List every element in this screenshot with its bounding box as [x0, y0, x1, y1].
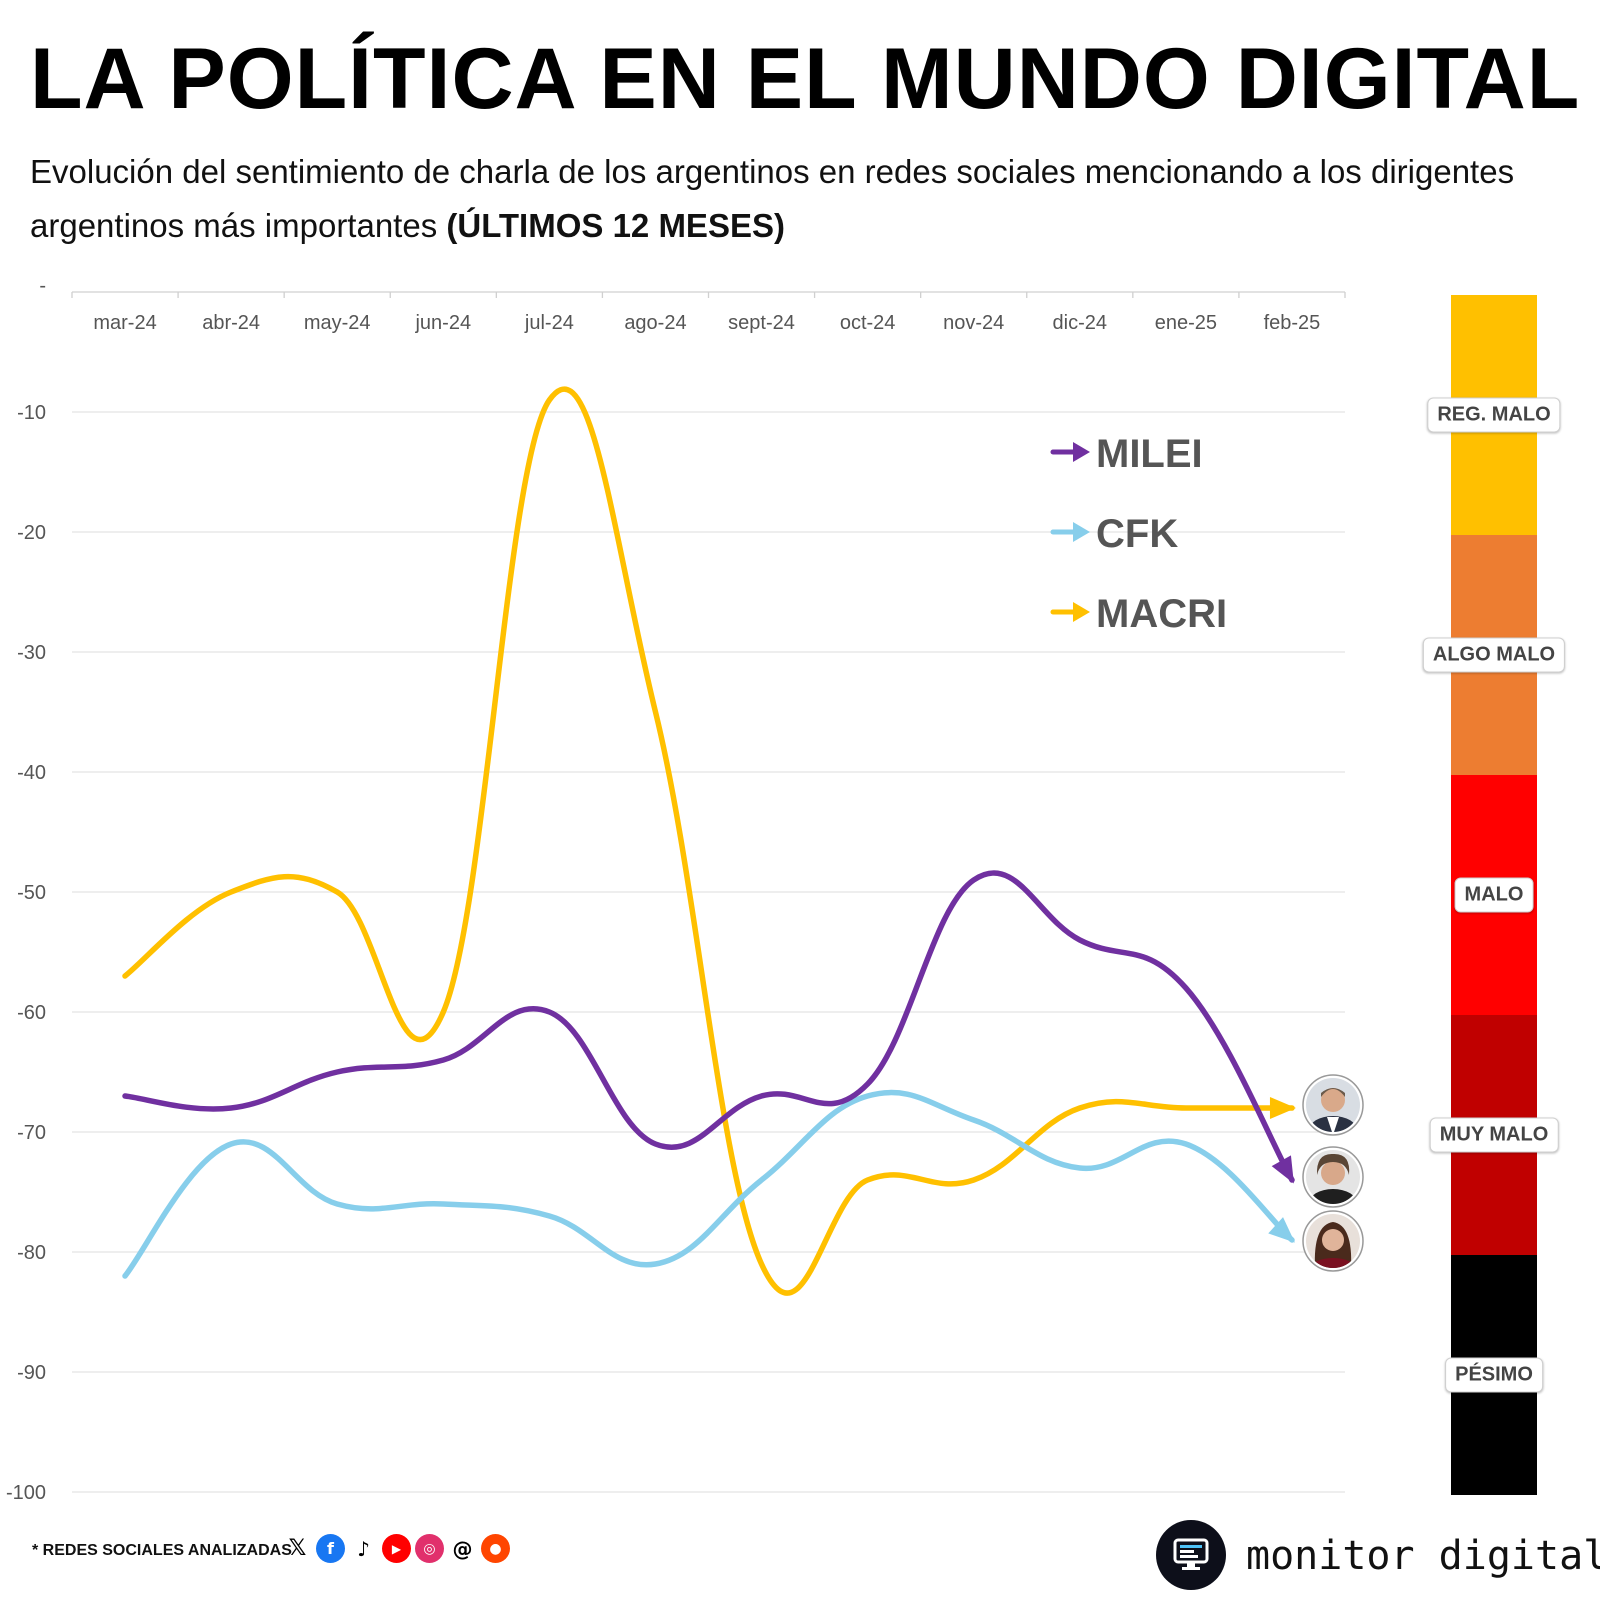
avatar-cfk	[1302, 1210, 1364, 1272]
legend-label-macri: MACRI	[1096, 592, 1227, 636]
avatar-milei	[1302, 1146, 1364, 1208]
x-tick-label: sept-24	[728, 312, 795, 334]
x-tick-label: dic-24	[1053, 312, 1107, 334]
y-tick-label: -100	[6, 1482, 46, 1504]
avatar-macri	[1302, 1074, 1364, 1136]
series-line-cfk	[122, 1089, 1295, 1279]
y-tick-label: -40	[17, 762, 46, 784]
social-icons: 𝕏 f ♪ ▶ ◎ @ ●	[283, 1534, 510, 1563]
y-tick-label: -20	[17, 522, 46, 544]
instagram-icon: ◎	[415, 1534, 444, 1563]
x-tick-label: nov-24	[943, 312, 1004, 334]
tiktok-icon: ♪	[357, 1536, 370, 1561]
legend-label-cfk: CFK	[1096, 512, 1178, 556]
legend-arrowhead-milei	[1073, 442, 1090, 462]
x-tick-label: jun-24	[414, 312, 471, 334]
monitor-icon	[1156, 1520, 1226, 1590]
legend-arrowhead-cfk	[1073, 522, 1090, 542]
x-tick-label: may-24	[304, 312, 371, 334]
legend-label-milei: MILEI	[1096, 432, 1203, 476]
legend-arrowhead-macri	[1073, 602, 1090, 622]
y-tick-label: -60	[17, 1002, 46, 1024]
series-arrowhead-milei	[1271, 1155, 1294, 1184]
x-tick-label: jul-24	[524, 312, 574, 334]
x-tick-label: ago-24	[624, 312, 686, 334]
scale-label: ALGO MALO	[1422, 637, 1566, 673]
scale-label: MUY MALO	[1429, 1117, 1559, 1153]
page-title: LA POLÍTICA EN EL MUNDO DIGITAL	[30, 31, 1581, 127]
threads-icon: @	[452, 1536, 473, 1561]
y-tick-label: -30	[17, 642, 46, 664]
series-lines	[122, 386, 1296, 1296]
x-tick-label: ene-25	[1155, 312, 1217, 334]
x-tick-label: oct-24	[840, 312, 896, 334]
y-tick-label: -10	[17, 402, 46, 424]
scale-label: MALO	[1454, 877, 1534, 913]
x-icon: 𝕏	[288, 1536, 307, 1561]
series-arrowhead-cfk	[1268, 1217, 1295, 1243]
series-line-milei	[122, 870, 1295, 1183]
axes: - -10 -20 -30 -40 -50 -60 -70 -80 -90 -100 mar-24 ab…	[6, 275, 1346, 1504]
x-tick-label: abr-24	[202, 312, 260, 334]
legend: MILEI CFK MACRI	[1050, 432, 1227, 636]
scale-label: PÉSIMO	[1445, 1357, 1543, 1393]
youtube-icon: ▶	[382, 1534, 411, 1563]
scale-label: REG. MALO	[1427, 397, 1561, 433]
footer-note: * REDES SOCIALES ANALIZADAS	[32, 1542, 292, 1559]
x-tick-label: feb-25	[1264, 312, 1321, 334]
subtitle-period: (ÚLTIMOS 12 MESES)	[446, 207, 785, 244]
y-tick-label: -80	[17, 1242, 46, 1264]
y-tick-label: -90	[17, 1362, 46, 1384]
brand-name: monitor digital	[1246, 1533, 1600, 1579]
page-subtitle: Evolución del sentimiento de charla de l…	[30, 145, 1550, 253]
y-tick-label: -70	[17, 1122, 46, 1144]
y-tick-label: -	[39, 275, 46, 297]
y-tick-label: -50	[17, 882, 46, 904]
subtitle-text: Evolución del sentimiento de charla de l…	[30, 153, 1515, 244]
x-tick-label: mar-24	[93, 312, 156, 334]
facebook-icon: f	[316, 1534, 345, 1563]
reddit-icon: ●	[481, 1534, 510, 1563]
series-arrowhead-macri	[1269, 1097, 1296, 1119]
